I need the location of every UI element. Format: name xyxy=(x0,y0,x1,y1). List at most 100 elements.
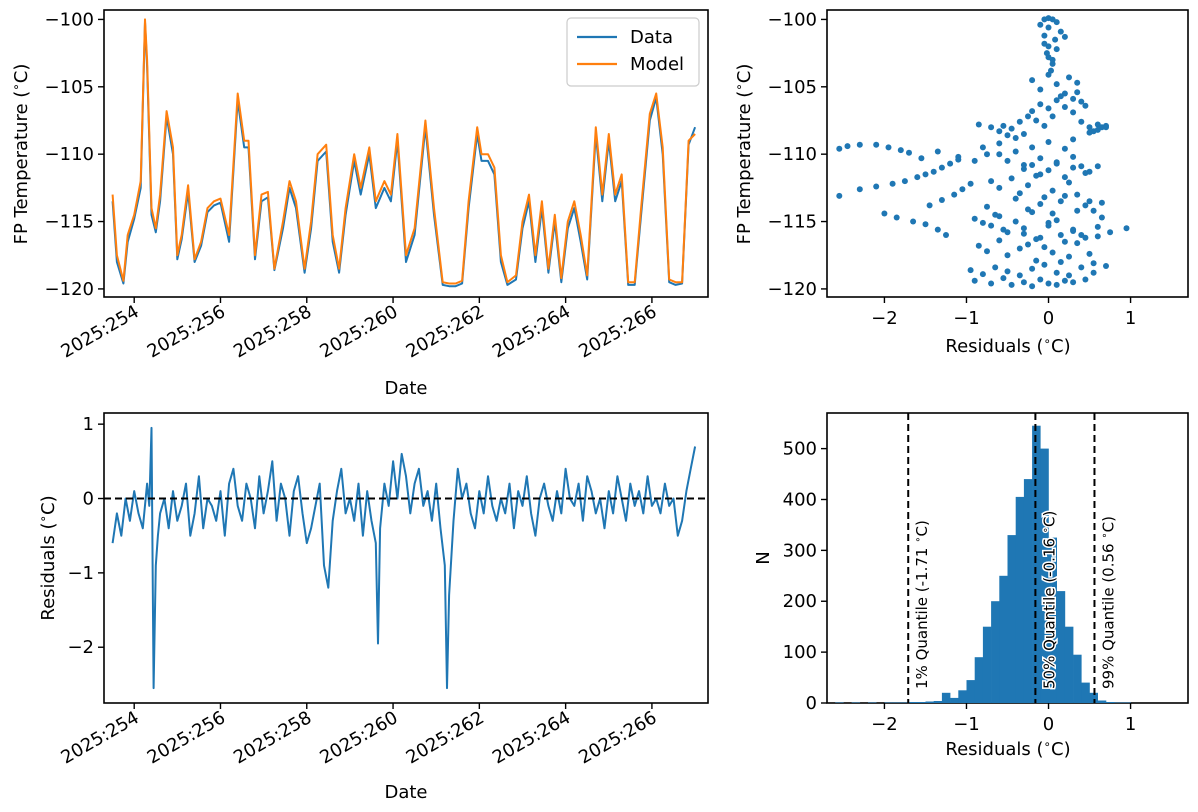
scatter-point xyxy=(934,148,941,155)
scatter-point xyxy=(1016,245,1023,252)
scatter-point xyxy=(938,164,945,171)
scatter-point xyxy=(1041,32,1048,39)
scatter-point xyxy=(1086,129,1093,136)
scatter-point xyxy=(922,171,929,178)
scatter-point xyxy=(914,174,921,181)
scatter-point xyxy=(1078,264,1085,271)
scatter-point xyxy=(1074,89,1081,96)
scatter-point xyxy=(1033,257,1040,264)
scatter-point xyxy=(1020,131,1027,137)
scatter-point xyxy=(1020,166,1027,172)
scatter-point xyxy=(893,214,900,221)
histogram-bar xyxy=(950,697,959,703)
histogram-bar xyxy=(933,701,943,703)
scatter-point xyxy=(881,210,888,217)
scatter-point xyxy=(988,124,995,131)
residuals-panel: 2025:254 2025:256 2025:258 2025:260 2025:262… xyxy=(36,412,709,803)
scatter-point xyxy=(1082,276,1089,283)
scatter-point xyxy=(1029,108,1036,115)
histogram-bar xyxy=(1023,479,1033,703)
scatter-point xyxy=(1061,33,1068,40)
scatter-point xyxy=(1033,236,1040,243)
legend-box xyxy=(566,17,700,87)
residuals-y-label: Residuals (∘C) xyxy=(36,495,59,620)
scatter-point xyxy=(1045,24,1052,31)
temperature-panel: 2025:254 2025:256 2025:258 2025:260 2025:262… xyxy=(9,9,709,399)
scatter-point xyxy=(1053,97,1060,104)
scatter-point xyxy=(1029,265,1036,272)
scatter-point xyxy=(897,147,904,154)
scatter-point xyxy=(1049,210,1056,217)
scatter-point xyxy=(1008,125,1015,132)
histogram-bar xyxy=(1122,702,1131,703)
histogram-y-tick-label: 300 xyxy=(783,540,817,561)
scatter-point xyxy=(1082,102,1089,109)
scatter-point xyxy=(1004,252,1011,259)
histogram-bar xyxy=(909,702,918,703)
scatter-point xyxy=(1053,217,1060,224)
scatter-point xyxy=(1049,56,1056,63)
scatter-point xyxy=(1033,117,1040,124)
scatter-point xyxy=(967,180,974,187)
scatter-x-ticks: −2 −1 0 1 xyxy=(871,297,1136,329)
scatter-point xyxy=(1045,105,1052,112)
scatter-point xyxy=(1049,113,1056,120)
temperature-y-tick-label: −120 xyxy=(45,279,94,300)
histogram-x-tick-label: 0 xyxy=(1043,714,1054,735)
histogram-bar xyxy=(1089,692,1098,703)
residuals-y-tick-label: −2 xyxy=(67,637,94,658)
temperature-x-tick-label: 2025:260 xyxy=(316,301,401,362)
scatter-point xyxy=(996,184,1003,191)
scatter-point xyxy=(1053,269,1060,276)
scatter-point xyxy=(1103,124,1109,131)
scatter-point xyxy=(1082,234,1089,241)
histogram-y-tick-label: 400 xyxy=(783,489,817,510)
histogram-bar xyxy=(917,702,926,703)
scatter-y-tick-label: −105 xyxy=(768,77,817,98)
scatter-point xyxy=(1004,229,1011,236)
residuals-y-ticks: 1 0 −1 −2 xyxy=(67,414,104,658)
residuals-y-tick-label: −1 xyxy=(67,563,94,584)
histogram-bar xyxy=(925,701,934,703)
scatter-point xyxy=(1107,229,1114,236)
temperature-y-tick-label: −110 xyxy=(45,144,94,165)
scatter-point xyxy=(938,197,945,203)
quantile-label: 99% Quantile (0.56 ∘C) xyxy=(1099,516,1117,689)
scatter-y-tick-label: −120 xyxy=(768,279,817,300)
scatter-point xyxy=(901,178,908,185)
histogram-bar xyxy=(835,702,844,703)
scatter-point xyxy=(1066,272,1072,279)
scatter-point xyxy=(988,222,995,229)
histogram-bar xyxy=(991,601,1000,703)
histogram-bar xyxy=(851,702,861,703)
scatter-point xyxy=(1074,191,1081,198)
temperature-x-tick-label: 2025:258 xyxy=(230,301,315,362)
scatter-point xyxy=(1025,206,1031,213)
scatter-point xyxy=(1053,81,1060,88)
histogram-bar xyxy=(884,702,893,703)
residuals-y-tick-label: 1 xyxy=(83,414,94,435)
scatter-point xyxy=(1090,269,1097,276)
scatter-point xyxy=(1025,241,1031,248)
temperature-x-label: Date xyxy=(384,378,427,399)
scatter-point xyxy=(885,144,892,151)
scatter-point xyxy=(971,157,978,164)
temperature-legend: Data Model xyxy=(566,17,700,87)
scatter-point xyxy=(1061,238,1068,245)
residuals-line xyxy=(111,426,697,690)
scatter-point xyxy=(975,121,982,128)
scatter-point xyxy=(918,155,925,162)
scatter-point xyxy=(1037,171,1044,178)
scatter-point xyxy=(1082,170,1089,176)
scatter-point xyxy=(934,226,941,233)
scatter-point xyxy=(1070,136,1077,143)
histogram-y-label: N xyxy=(753,551,774,564)
histogram-bars xyxy=(835,425,1131,703)
scatter-point xyxy=(856,186,863,193)
scatter-point xyxy=(1041,244,1048,251)
scatter-point xyxy=(1037,201,1044,207)
scatter-point xyxy=(971,277,978,284)
scatter-point xyxy=(951,191,958,198)
scatter-point xyxy=(926,202,933,209)
scatter-point xyxy=(1000,275,1007,282)
